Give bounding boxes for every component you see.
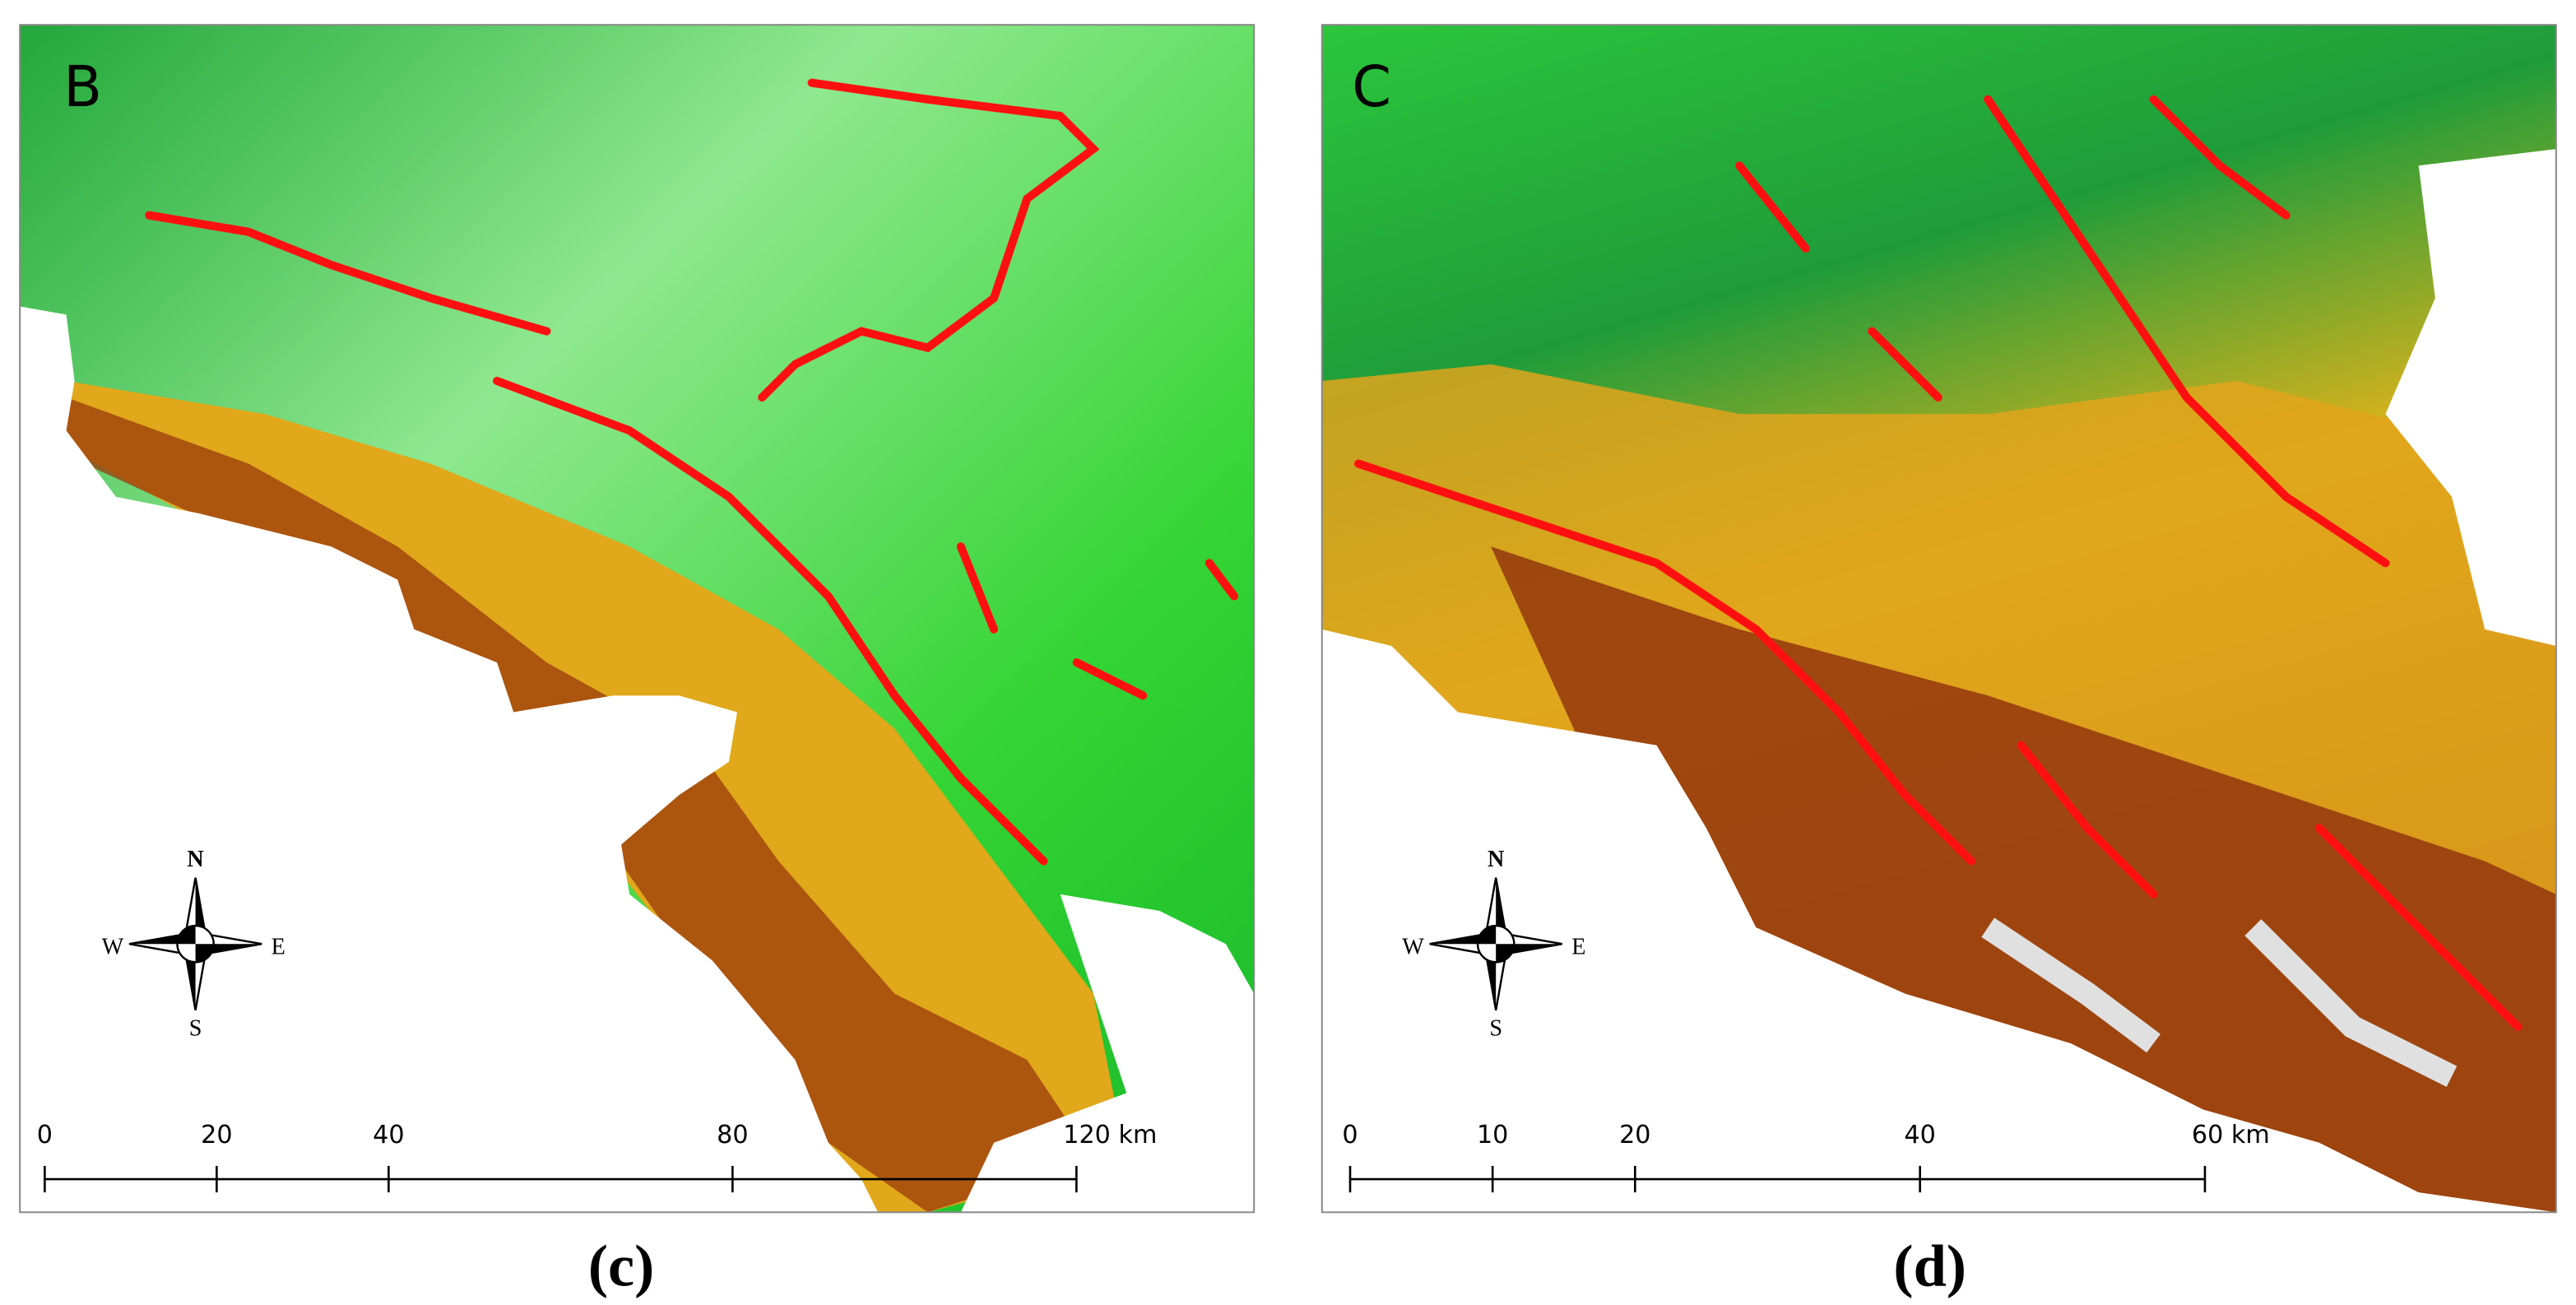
no-data xyxy=(20,306,879,1213)
landslide-marks xyxy=(1354,95,2523,1031)
scale-bar-label: 10 xyxy=(1477,1121,1508,1149)
compass-direction: W xyxy=(1402,935,1424,960)
compass-direction: S xyxy=(1489,1015,1502,1041)
panel-caption: (d) xyxy=(1893,1232,1966,1298)
compass: N S E W xyxy=(102,847,285,1041)
terrain-map xyxy=(1321,25,2556,1213)
scale-bar-label: 0 xyxy=(37,1121,53,1149)
scale-bar-label: 80 xyxy=(717,1121,748,1149)
compass-quadrants xyxy=(1478,926,1515,963)
scale-bar-label: 20 xyxy=(1619,1121,1650,1149)
scale-bar-label: 40 xyxy=(1904,1121,1935,1149)
scale-bar-label: 0 xyxy=(1342,1121,1358,1149)
no-data xyxy=(2385,149,2556,646)
panel-caption: (c) xyxy=(588,1232,654,1298)
compass-quadrants xyxy=(177,926,214,963)
scale-bar-label: 60 km xyxy=(2192,1121,2270,1149)
panel-label: B xyxy=(63,54,102,120)
scale-bar-label: 40 xyxy=(373,1121,404,1149)
compass-direction: E xyxy=(272,935,285,960)
compass-direction: S xyxy=(189,1015,202,1041)
panel-label: C xyxy=(1352,54,1391,120)
compass-star-shade xyxy=(129,877,262,1010)
compass-direction: N xyxy=(187,847,203,872)
panel-frame xyxy=(1320,24,2557,1214)
compass-direction: W xyxy=(102,935,124,960)
no-data xyxy=(960,894,1255,1213)
compass-direction: E xyxy=(1571,935,1585,960)
compass: N S E W xyxy=(1402,847,1585,1041)
compass-direction: N xyxy=(1488,847,1504,872)
landslide-marks xyxy=(145,78,1239,866)
terrain-map xyxy=(20,25,1255,1213)
no-data xyxy=(1321,629,2556,1213)
scale-bar-label: 20 xyxy=(201,1121,232,1149)
panel-frame xyxy=(19,24,1256,1214)
scale-bar-label: 120 km xyxy=(1063,1121,1157,1149)
glaciers xyxy=(1981,917,2458,1087)
